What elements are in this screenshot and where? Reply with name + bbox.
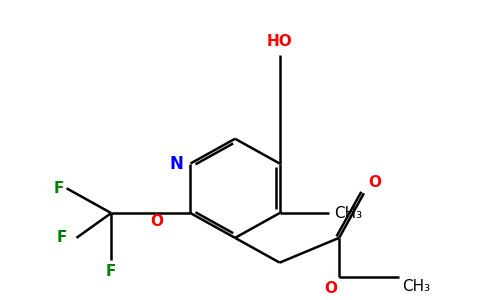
Text: CH₃: CH₃ bbox=[334, 206, 363, 220]
Text: F: F bbox=[53, 181, 63, 196]
Text: O: O bbox=[324, 281, 337, 296]
Text: HO: HO bbox=[267, 34, 292, 49]
Text: O: O bbox=[150, 214, 163, 229]
Text: F: F bbox=[56, 230, 67, 245]
Text: F: F bbox=[106, 264, 116, 279]
Text: CH₃: CH₃ bbox=[403, 280, 431, 295]
Text: N: N bbox=[170, 154, 183, 172]
Text: O: O bbox=[368, 175, 381, 190]
